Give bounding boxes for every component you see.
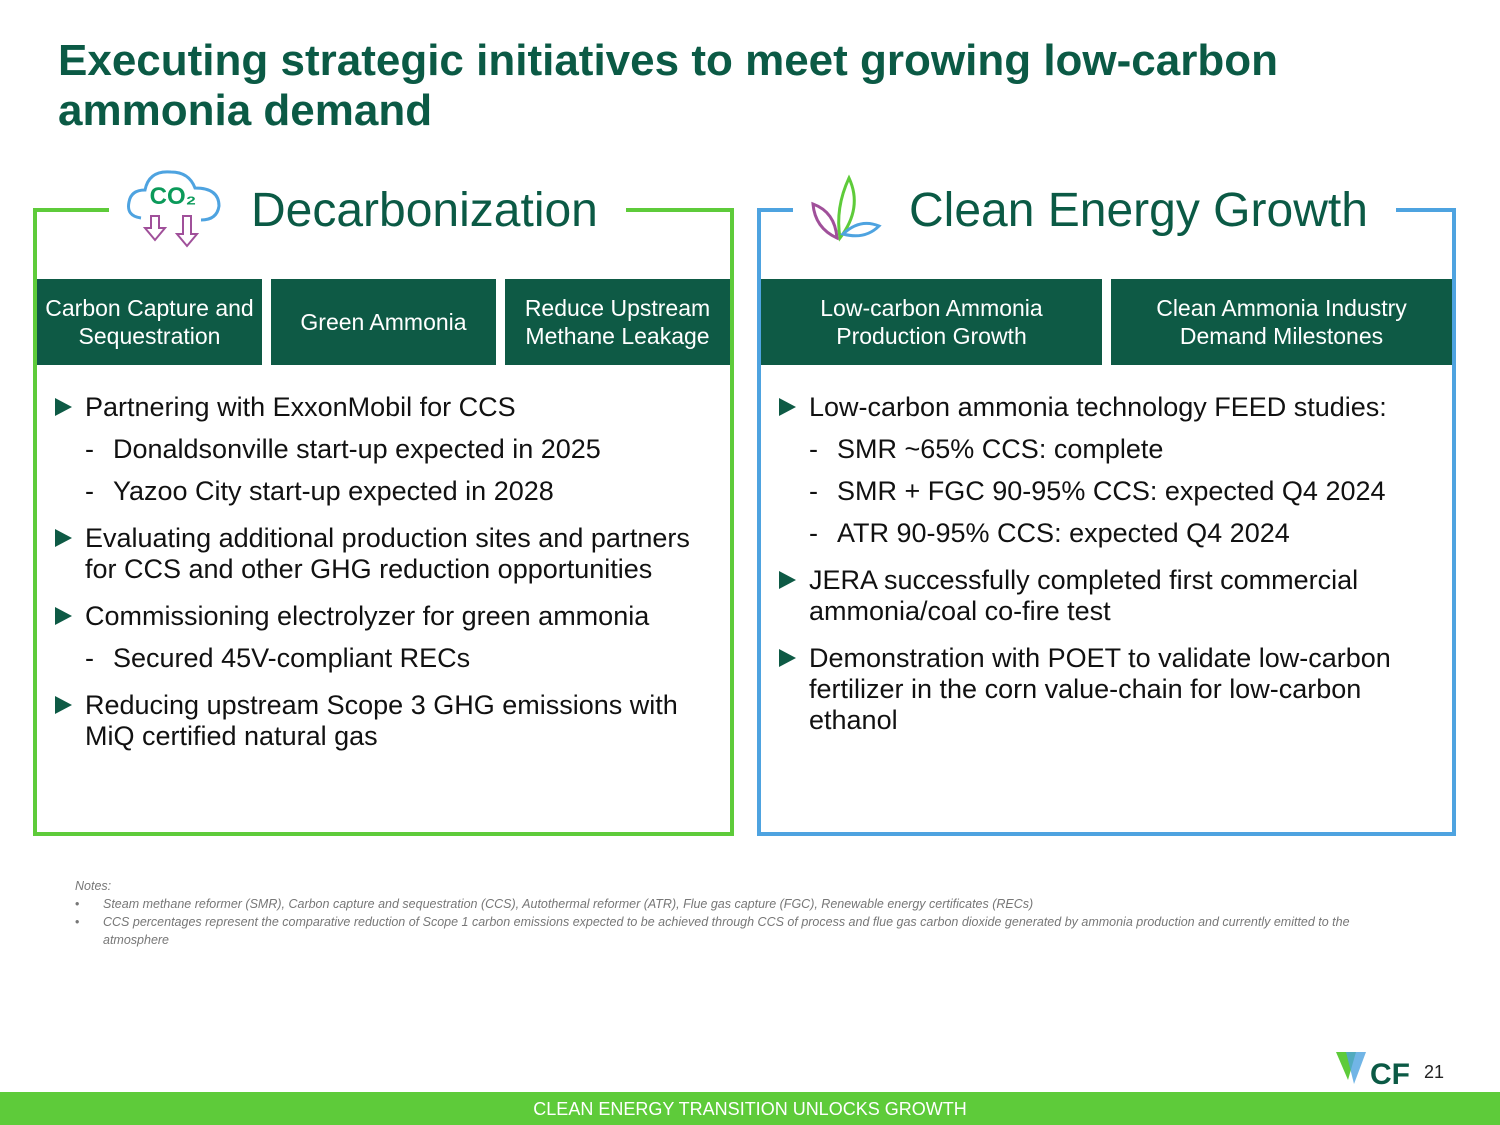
sub-bullet: Secured 45V-compliant RECs [85,643,720,674]
bullet-text: Partnering with ExxonMobil for CCS [85,392,720,423]
icon-text: CO₂ [150,183,197,210]
bullet-list: Partnering with ExxonMobil for CCS Donald… [51,392,720,768]
bullet-text: Commissioning electrolyzer for green amm… [85,601,720,632]
clean-energy-panel: Clean Energy Growth Low-carbon Ammonia P… [757,174,1456,836]
bullet-list: Low-carbon ammonia technology FEED studi… [775,392,1442,752]
bullet-text: JERA successfully completed first commer… [809,565,1442,627]
bullet: Demonstration with POET to validate low-… [775,643,1442,736]
sub-bullet: SMR + FGC 90-95% CCS: expected Q4 2024 [809,476,1442,507]
tab: Green Ammonia [271,279,496,365]
note: CCS percentages represent the comparativ… [75,913,1385,949]
bullet: Low-carbon ammonia technology FEED studi… [775,392,1442,549]
logo-text: CF [1370,1058,1410,1090]
panel-heading: Decarbonization [251,184,598,237]
bullet-text: Low-carbon ammonia technology FEED studi… [809,392,1442,423]
leaf-icon [811,174,882,242]
co2-icon: CO₂ [127,170,221,248]
notes: Notes: Steam methane reformer (SMR), Car… [75,877,1385,949]
panel-heading-wrap: CO₂ Decarbonization [109,170,626,249]
panel-heading-wrap: Clean Energy Growth [793,174,1396,249]
tab: Low-carbon Ammonia Production Growth [761,279,1102,365]
sub-bullet: ATR 90-95% CCS: expected Q4 2024 [809,518,1442,549]
bullet: Evaluating additional production sites a… [51,523,720,585]
page-number: 21 [1424,1062,1445,1082]
decarbonization-panel: CO₂ Decarbonization Carbon Capture and S… [33,170,734,836]
bullet-text: Demonstration with POET to validate low-… [809,643,1442,736]
bullet-text: Evaluating additional production sites a… [85,523,720,585]
panel-heading: Clean Energy Growth [909,184,1368,237]
logo: CF [1336,1052,1410,1090]
slide-title: Executing strategic initiatives to meet … [58,36,1278,135]
tab: Clean Ammonia Industry Demand Milestones [1111,279,1452,365]
sub-bullet: SMR ~65% CCS: complete [809,434,1442,465]
sub-bullet: Donaldsonville start-up expected in 2025 [85,434,720,465]
tab-row: Low-carbon Ammonia Production Growth Cle… [761,279,1452,365]
bullet: Reducing upstream Scope 3 GHG emissions … [51,690,720,752]
sub-bullet: Yazoo City start-up expected in 2028 [85,476,720,507]
bullet-text: Reducing upstream Scope 3 GHG emissions … [85,690,720,752]
note: Steam methane reformer (SMR), Carbon cap… [75,895,1385,913]
tab: Reduce Upstream Methane Leakage [505,279,730,365]
bullet: Commissioning electrolyzer for green amm… [51,601,720,674]
bullet: Partnering with ExxonMobil for CCS Donald… [51,392,720,507]
tab: Carbon Capture and Sequestration [37,279,262,365]
bullet: JERA successfully completed first commer… [775,565,1442,627]
tab-row: Carbon Capture and Sequestration Green A… [37,279,730,365]
notes-label: Notes: [75,879,112,893]
footer-bar: CLEAN ENERGY TRANSITION UNLOCKS GROWTH [0,1092,1500,1125]
